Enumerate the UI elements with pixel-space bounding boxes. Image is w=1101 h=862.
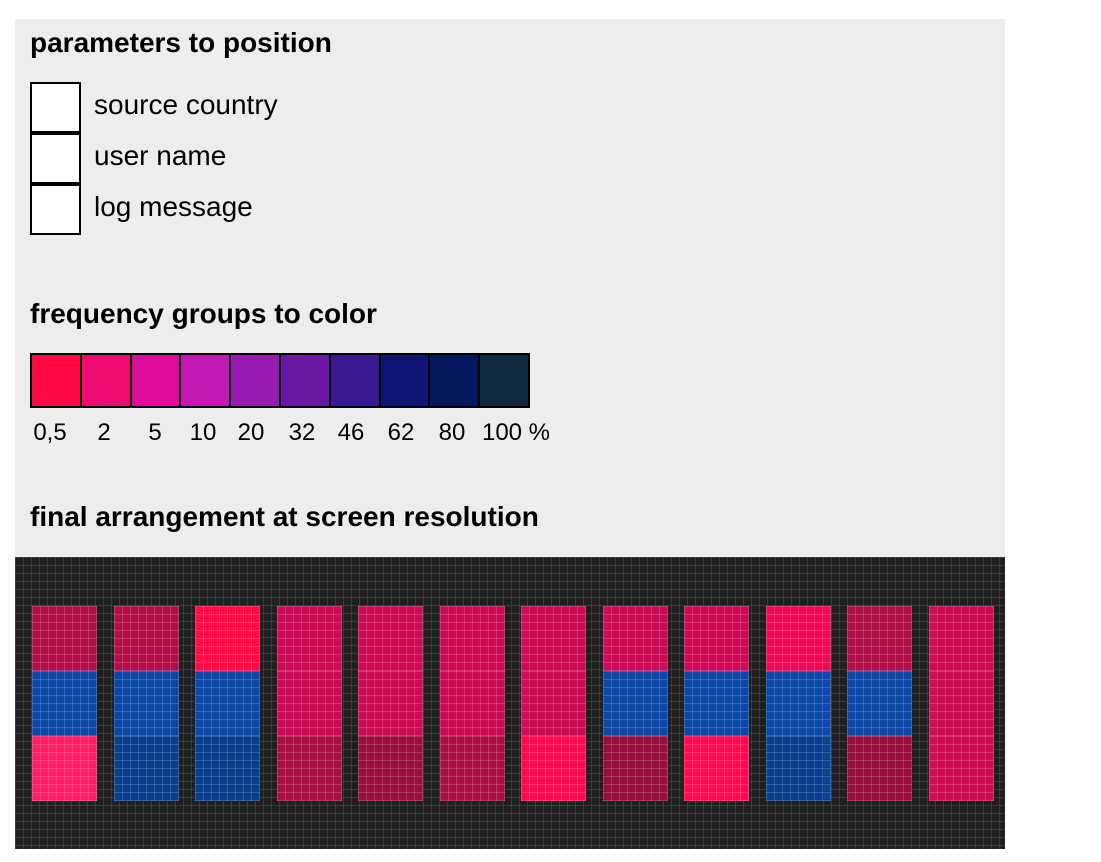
arrangement-cell	[440, 671, 505, 736]
arrangement-cell	[195, 736, 260, 801]
arrangement-cell	[358, 671, 423, 736]
arrangement-cell	[114, 736, 179, 801]
arrangement-cell	[929, 606, 994, 671]
arrangement-cell	[684, 671, 749, 736]
arrangement-column	[358, 606, 423, 801]
frequency-swatch[interactable]	[231, 355, 279, 406]
arrangement-column	[195, 606, 260, 801]
frequency-tick-label: 2	[97, 419, 111, 446]
frequency-tick-label: 20	[237, 419, 265, 446]
frequency-swatch[interactable]	[131, 355, 180, 406]
arrangement-cell	[847, 606, 912, 671]
arrangement-cell	[358, 736, 423, 801]
arrangement-cell	[114, 606, 179, 671]
arrangement-cell	[766, 671, 831, 736]
frequency-swatch[interactable]	[430, 355, 479, 406]
log-message-label: log message	[94, 191, 253, 222]
arrangement-column	[277, 606, 342, 801]
arrangement-column	[603, 606, 668, 801]
settings-panel	[15, 19, 1005, 557]
frequency-tick-label: 10	[189, 419, 217, 446]
arrangement-cell	[603, 671, 668, 736]
source-country-checkbox[interactable]	[30, 82, 81, 133]
arrangement-cell	[32, 606, 97, 671]
arrangement-cell	[277, 606, 342, 671]
arrangement-column	[114, 606, 179, 801]
arrangement-preview	[15, 557, 1005, 849]
arrangement-cell	[521, 606, 586, 671]
frequency-tick-label: 32	[288, 419, 316, 446]
parameter-row-log-message[interactable]: log message	[30, 184, 430, 235]
frequency-tick-label: 46	[337, 419, 365, 446]
arrangement-cell	[603, 736, 668, 801]
arrangement-column	[766, 606, 831, 801]
frequency-swatch[interactable]	[181, 355, 230, 406]
arrangement-cell	[32, 671, 97, 736]
arrangement-column	[929, 606, 994, 801]
frequency-color-legend	[30, 353, 530, 408]
arrangement-cell	[358, 606, 423, 671]
user-name-label: user name	[94, 140, 227, 171]
arrangement-cell	[766, 736, 831, 801]
arrangement-cell	[929, 736, 994, 801]
frequency-tick-label: 80	[438, 419, 466, 446]
arrangement-column	[440, 606, 505, 801]
user-name-checkbox[interactable]	[30, 133, 81, 184]
arrangement-cell	[929, 671, 994, 736]
arrangement-column	[32, 606, 97, 801]
arrangement-cell	[277, 671, 342, 736]
arrangement-cell	[114, 671, 179, 736]
arrangement-column	[847, 606, 912, 801]
arrangement-cell	[440, 736, 505, 801]
frequency-swatch[interactable]	[330, 355, 379, 406]
arrangement-cell	[603, 606, 668, 671]
frequency-swatch[interactable]	[32, 355, 80, 406]
frequency-heading: frequency groups to color	[30, 298, 377, 329]
frequency-swatch[interactable]	[81, 355, 130, 406]
parameter-row-user-name[interactable]: user name	[30, 133, 430, 184]
parameter-row-source-country[interactable]: source country	[30, 82, 430, 133]
arrangement-cell	[847, 671, 912, 736]
arrangement-cell	[195, 606, 260, 671]
arrangement-cell	[440, 606, 505, 671]
arrangement-column	[684, 606, 749, 801]
frequency-tick-label: 62	[387, 419, 415, 446]
frequency-tick-label: 100 %	[481, 419, 551, 446]
parameters-heading: parameters to position	[30, 27, 332, 58]
arrangement-cell	[277, 736, 342, 801]
arrangement-column	[521, 606, 586, 801]
frequency-swatch[interactable]	[280, 355, 329, 406]
frequency-tick-label: 5	[148, 419, 162, 446]
arrangement-cell	[684, 736, 749, 801]
frequency-swatch[interactable]	[480, 355, 528, 406]
arrangement-cell	[766, 606, 831, 671]
arrangement-heading: final arrangement at screen resolution	[30, 501, 539, 532]
frequency-swatch[interactable]	[380, 355, 429, 406]
arrangement-cell	[521, 671, 586, 736]
arrangement-cell	[32, 736, 97, 801]
log-message-checkbox[interactable]	[30, 184, 81, 235]
arrangement-cell	[847, 736, 912, 801]
arrangement-cell	[195, 671, 260, 736]
source-country-label: source country	[94, 89, 278, 120]
frequency-tick-label: 0,5	[33, 419, 67, 446]
arrangement-cell	[521, 736, 586, 801]
arrangement-cell	[684, 606, 749, 671]
